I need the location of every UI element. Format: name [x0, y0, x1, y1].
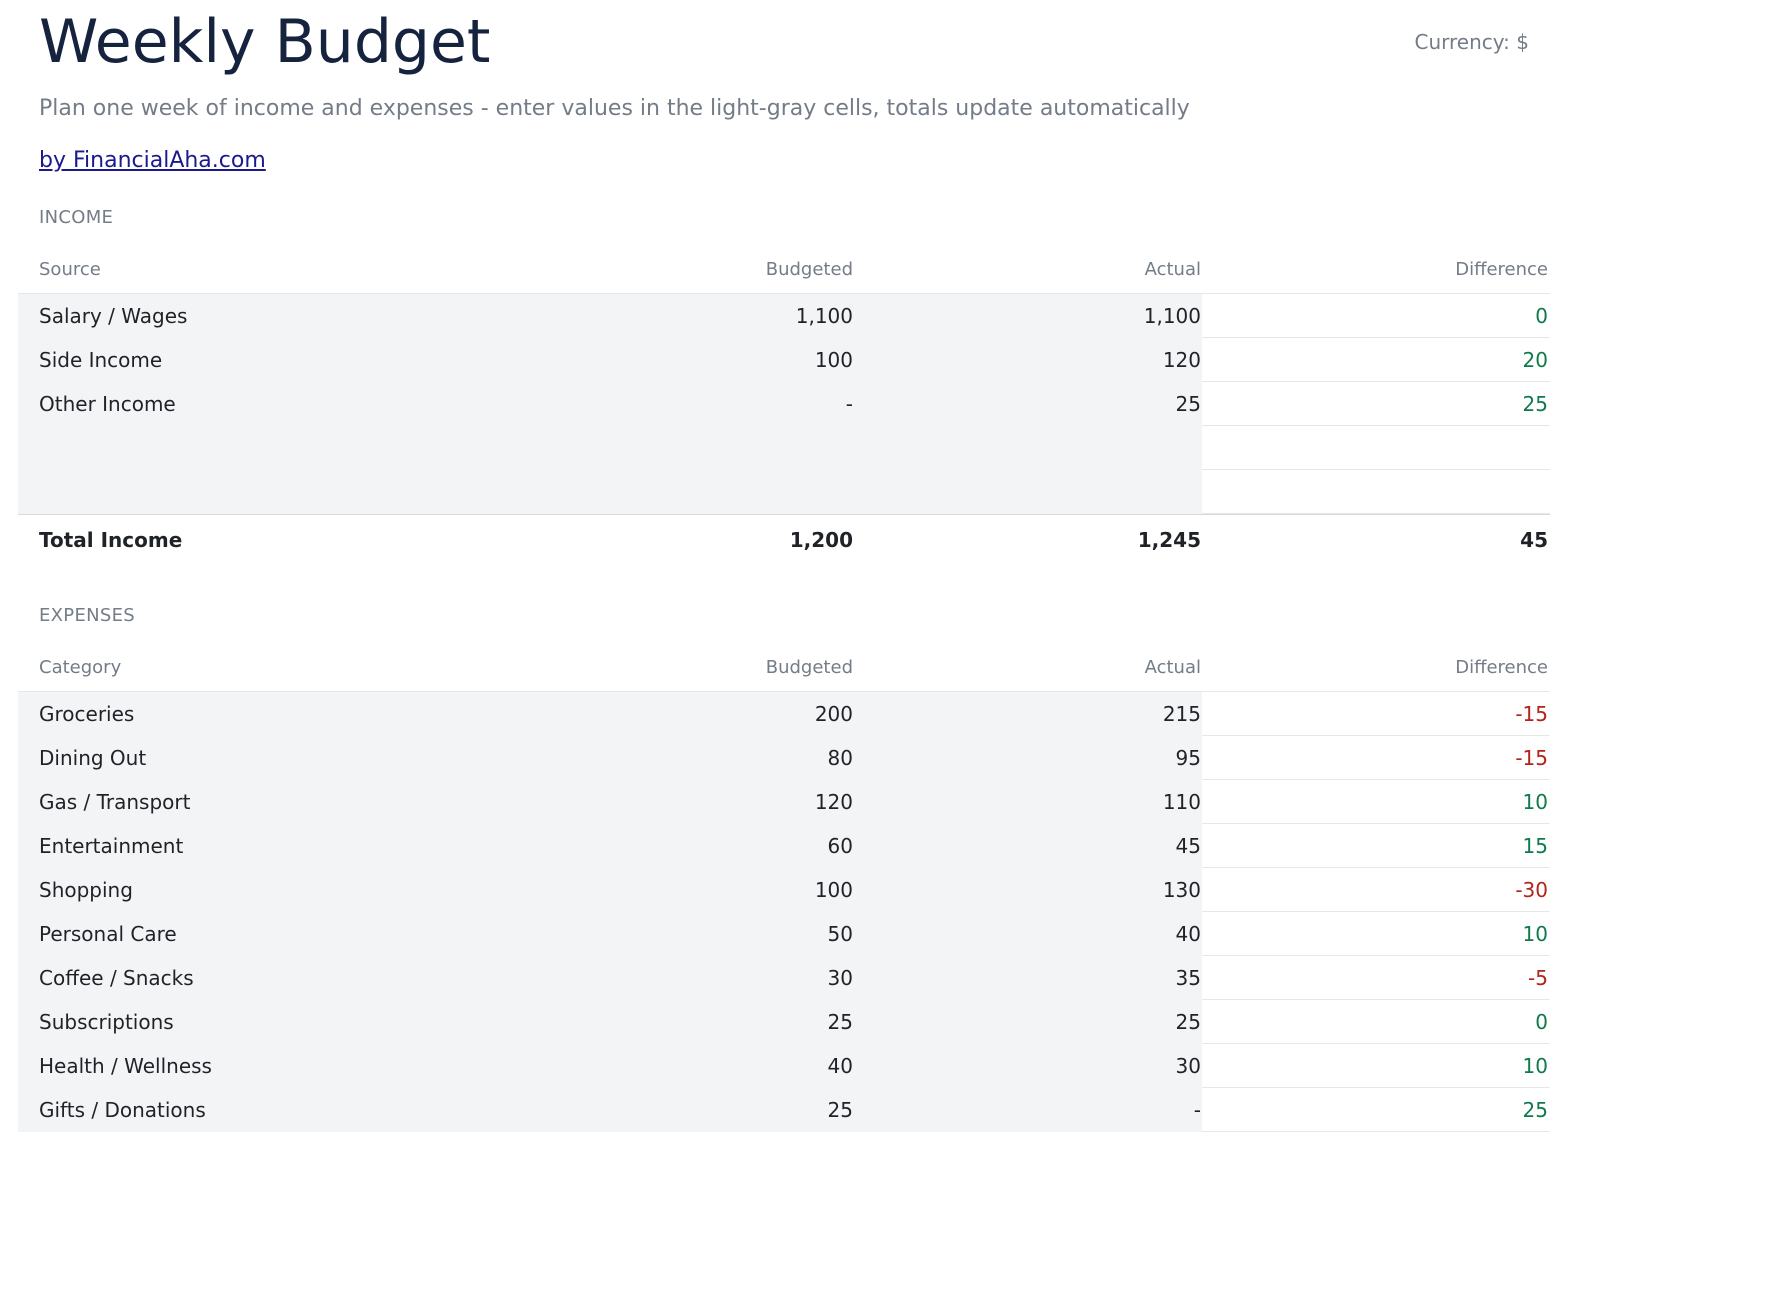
expense-actual-input[interactable]: 30	[1175, 1054, 1201, 1078]
expense-difference-cell: 15	[1522, 834, 1548, 858]
expense-name-cell[interactable]: Dining Out	[39, 746, 147, 770]
expense-name-cell[interactable]: Groceries	[39, 702, 135, 726]
byline-link[interactable]: by FinancialAha.com	[39, 148, 266, 173]
income-name-cell[interactable]: Salary / Wages	[39, 304, 188, 328]
expense-budgeted-input[interactable]: 25	[827, 1010, 853, 1034]
expense-actual-input[interactable]: 215	[1162, 702, 1201, 726]
income-actual-input[interactable]: 120	[1162, 348, 1201, 372]
expense-row: Entertainment 60 45 15	[18, 824, 1550, 868]
expense-name-cell[interactable]: Shopping	[39, 878, 133, 902]
expense-name-cell[interactable]: Gifts / Donations	[39, 1098, 206, 1122]
expense-budgeted-input[interactable]: 50	[827, 922, 853, 946]
income-row	[18, 470, 1550, 514]
expense-difference-cell: -5	[1528, 966, 1548, 990]
total-income-label: Total Income	[39, 528, 183, 552]
income-name-cell[interactable]: Other Income	[39, 392, 176, 416]
income-budgeted-input[interactable]: 100	[814, 348, 853, 372]
income-difference-cell: 0	[1535, 304, 1548, 328]
income-row	[18, 426, 1550, 470]
expense-actual-input[interactable]: 110	[1162, 790, 1201, 814]
expense-name-cell[interactable]: Subscriptions	[39, 1010, 174, 1034]
income-difference-cell: 20	[1522, 348, 1548, 372]
expense-difference-cell: -15	[1515, 746, 1548, 770]
expense-name-cell[interactable]: Health / Wellness	[39, 1054, 212, 1078]
total-income-budgeted: 1,200	[789, 528, 853, 552]
expense-actual-input[interactable]: 95	[1175, 746, 1201, 770]
income-row: Salary / Wages 1,100 1,100 0	[18, 294, 1550, 338]
expense-budgeted-input[interactable]: 40	[827, 1054, 853, 1078]
expense-budgeted-input[interactable]: 25	[827, 1098, 853, 1122]
income-name-cell[interactable]: Side Income	[39, 348, 163, 372]
expense-difference-cell: 25	[1522, 1098, 1548, 1122]
expense-actual-input[interactable]: -	[1193, 1098, 1201, 1122]
expense-row: Gifts / Donations 25 - 25	[18, 1088, 1550, 1132]
expense-name-cell[interactable]: Gas / Transport	[39, 790, 191, 814]
expense-row: Health / Wellness 40 30 10	[18, 1044, 1550, 1088]
income-col-actual: Actual	[1144, 259, 1201, 280]
expense-actual-input[interactable]: 40	[1175, 922, 1201, 946]
income-header-row: Source Budgeted Actual Difference	[18, 250, 1550, 294]
expense-difference-cell: 10	[1522, 922, 1548, 946]
income-section-label: INCOME	[39, 207, 114, 228]
income-budgeted-input[interactable]: -	[845, 392, 853, 416]
expense-row: Personal Care 50 40 10	[18, 912, 1550, 956]
income-col-source: Source	[39, 259, 101, 280]
expense-actual-input[interactable]: 45	[1175, 834, 1201, 858]
expenses-col-actual: Actual	[1144, 657, 1201, 678]
expense-budgeted-input[interactable]: 100	[814, 878, 853, 902]
expense-budgeted-input[interactable]: 80	[827, 746, 853, 770]
expense-actual-input[interactable]: 130	[1162, 878, 1201, 902]
expense-row: Groceries 200 215 -15	[18, 692, 1550, 736]
income-total-row: Total Income 1,200 1,245 45	[18, 514, 1550, 567]
expenses-col-difference: Difference	[1455, 657, 1548, 678]
expense-row: Coffee / Snacks 30 35 -5	[18, 956, 1550, 1000]
expense-difference-cell: 10	[1522, 790, 1548, 814]
expense-name-cell[interactable]: Personal Care	[39, 922, 177, 946]
expense-row: Shopping 100 130 -30	[18, 868, 1550, 912]
expenses-header-row: Category Budgeted Actual Difference	[18, 648, 1550, 692]
expense-budgeted-input[interactable]: 200	[814, 702, 853, 726]
income-row: Side Income 100 120 20	[18, 338, 1550, 382]
expense-difference-cell: 0	[1535, 1010, 1548, 1034]
income-table: Source Budgeted Actual Difference Salary…	[18, 250, 1550, 567]
expenses-table: Category Budgeted Actual Difference Groc…	[18, 648, 1550, 1132]
expense-difference-cell: -15	[1515, 702, 1548, 726]
expense-name-cell[interactable]: Coffee / Snacks	[39, 966, 194, 990]
income-col-budgeted: Budgeted	[765, 259, 853, 280]
page-subtitle: Plan one week of income and expenses - e…	[39, 96, 1190, 121]
total-income-actual: 1,245	[1137, 528, 1201, 552]
expense-row: Subscriptions 25 25 0	[18, 1000, 1550, 1044]
total-income-difference: 45	[1520, 528, 1548, 552]
income-budgeted-input[interactable]: 1,100	[795, 304, 853, 328]
expenses-col-category: Category	[39, 657, 122, 678]
expense-difference-cell: 10	[1522, 1054, 1548, 1078]
expenses-col-budgeted: Budgeted	[765, 657, 853, 678]
expense-actual-input[interactable]: 25	[1175, 1010, 1201, 1034]
currency-label: Currency: $	[1414, 30, 1529, 54]
page-title: Weekly Budget	[39, 7, 491, 77]
expense-actual-input[interactable]: 35	[1175, 966, 1201, 990]
expense-budgeted-input[interactable]: 60	[827, 834, 853, 858]
expense-difference-cell: -30	[1515, 878, 1548, 902]
income-actual-input[interactable]: 25	[1175, 392, 1201, 416]
expenses-section-label: EXPENSES	[39, 605, 136, 626]
expense-row: Gas / Transport 120 110 10	[18, 780, 1550, 824]
expense-budgeted-input[interactable]: 30	[827, 966, 853, 990]
income-difference-cell: 25	[1522, 392, 1548, 416]
income-col-difference: Difference	[1455, 259, 1548, 280]
expense-budgeted-input[interactable]: 120	[814, 790, 853, 814]
income-actual-input[interactable]: 1,100	[1143, 304, 1201, 328]
expense-row: Dining Out 80 95 -15	[18, 736, 1550, 780]
income-row: Other Income - 25 25	[18, 382, 1550, 426]
expense-name-cell[interactable]: Entertainment	[39, 834, 184, 858]
